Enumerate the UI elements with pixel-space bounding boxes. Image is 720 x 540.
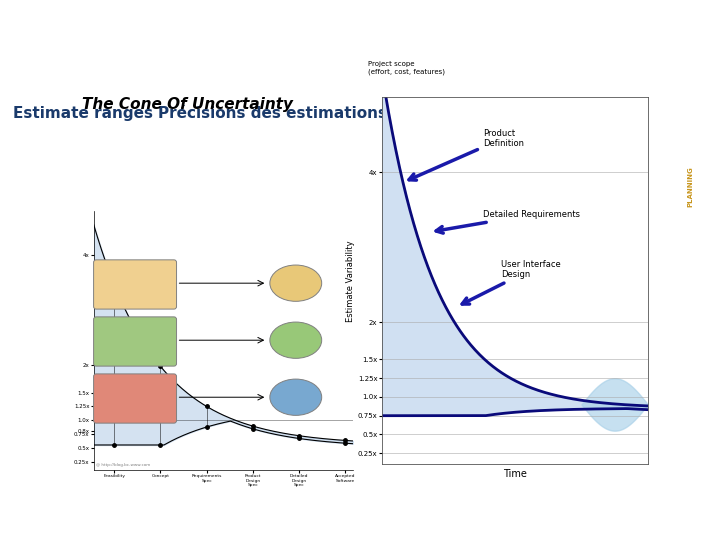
Text: MONITORING & CONTROLLING: MONITORING & CONTROLLING <box>687 305 693 423</box>
Text: Detailed Requirements: Detailed Requirements <box>436 210 580 233</box>
Text: 166: 166 <box>688 514 716 528</box>
Text: FORMATIONPMI®/PMP®     PMBOK ® 5th edition  2013: FORMATIONPMI®/PMP® PMBOK ® 5th edition 2… <box>14 516 336 526</box>
Text: © EGILIA LEARNING  JUIN 2013: © EGILIA LEARNING JUIN 2013 <box>504 516 684 526</box>
Text: Project scope
(effort, cost, features): Project scope (effort, cost, features) <box>369 61 445 75</box>
Text: Précisions des estimations de coûts: Précisions des estimations de coûts <box>158 106 466 121</box>
Text: Estimate with historical
data statistics and strive
to mitigate the
underestimat: Estimate with historical data statistics… <box>104 272 164 294</box>
Text: CLOSING: CLOSING <box>687 442 693 476</box>
FancyBboxPatch shape <box>94 260 176 309</box>
Text: "Parkinson Squeeze" the
current underestimate: "Parkinson Squeeze" the current underest… <box>104 392 164 403</box>
X-axis label: Time: Time <box>503 469 527 478</box>
Text: INITIATING: INITIATING <box>687 88 693 130</box>
Ellipse shape <box>270 322 322 359</box>
Text: Estimate ranges: Estimate ranges <box>13 106 153 121</box>
Ellipse shape <box>270 379 322 415</box>
Ellipse shape <box>270 265 322 301</box>
Text: The Cone Of Uncertainty: The Cone Of Uncertainty <box>81 97 293 112</box>
Text: Engineers: Engineers <box>280 338 311 343</box>
Y-axis label: Estimate Variability: Estimate Variability <box>346 240 355 322</box>
FancyBboxPatch shape <box>94 317 176 366</box>
Text: Executives: Executives <box>279 395 312 400</box>
FancyBboxPatch shape <box>94 374 176 423</box>
Text: User Interface
Design: User Interface Design <box>462 260 561 304</box>
Text: @ http://blog.bc-www.com: @ http://blog.bc-www.com <box>96 463 150 467</box>
Text: Product
Definition: Product Definition <box>409 129 524 180</box>
Text: EXECUTING: EXECUTING <box>687 247 693 291</box>
Text: PLANNING: PLANNING <box>687 166 693 207</box>
Text: 7.2 Estimer les coûts: 7.2 Estimer les coûts <box>220 23 500 47</box>
Text: Project
Managers: Project Managers <box>281 278 311 288</box>
Text: Underestimate
(Hofstadter's law): Underestimate (Hofstadter's law) <box>112 335 156 346</box>
